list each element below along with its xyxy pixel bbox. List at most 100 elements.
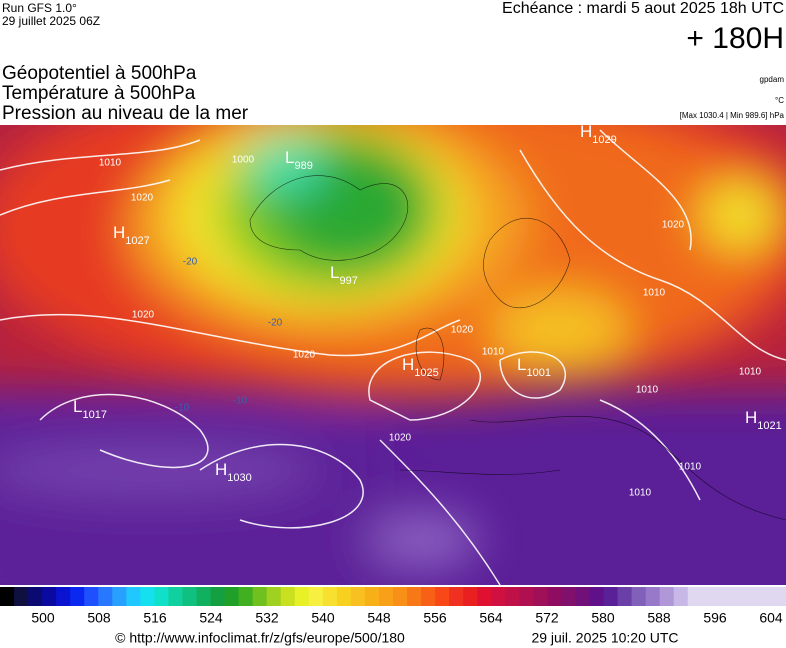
- colorbar-swatch: [0, 587, 15, 606]
- title: Pression au niveau de la mer: [2, 103, 249, 124]
- temperature-label: -20: [183, 257, 198, 268]
- colorbar-swatch: [280, 587, 296, 606]
- temperature-label: -10: [175, 403, 190, 414]
- colorbar-swatch: [575, 587, 590, 606]
- echeance: Echéance : mardi 5 aout 2025 18h UTC: [502, 0, 784, 17]
- colorbar-swatch: [701, 587, 717, 606]
- colorbar-swatch: [210, 587, 226, 606]
- center-value: 989: [294, 160, 312, 172]
- center-value: 1025: [414, 367, 438, 379]
- colorbar-swatch: [98, 587, 113, 606]
- colorbar-label: 500: [31, 610, 55, 626]
- colorbar-swatch: [112, 587, 127, 606]
- isobar-label: 1000: [232, 155, 255, 166]
- temperature-label: -10: [233, 396, 248, 407]
- center-value: 997: [339, 275, 357, 287]
- colorbar-label: 532: [255, 610, 279, 626]
- colorbar-swatch: [56, 587, 71, 606]
- colorbar-label: 572: [535, 610, 559, 626]
- timestamp: 29 juil. 2025 10:20 UTC: [531, 630, 678, 646]
- isobar-label: 1010: [643, 288, 666, 299]
- colorbar-swatch: [168, 587, 183, 606]
- colorbar-swatch: [519, 587, 534, 606]
- colorbar-label: 556: [423, 610, 447, 626]
- colorbar-swatch: [673, 587, 689, 606]
- colorbar-swatch: [322, 587, 338, 606]
- colorbar-swatch: [505, 587, 520, 606]
- colorbar-swatch: [266, 587, 282, 606]
- colorbar-swatch: [407, 587, 422, 606]
- center-type: L: [285, 148, 294, 167]
- colorbar-swatch: [336, 587, 352, 606]
- isobar-label: 1020: [132, 310, 155, 321]
- pressure-range: [Max 1030.4 | Min 989.6] hPa: [680, 111, 785, 120]
- colorbar-swatch: [603, 587, 619, 606]
- center-type: H: [745, 408, 757, 427]
- run: Run GFS 1.0°: [2, 1, 77, 15]
- colorbar-swatch: [659, 587, 675, 606]
- center-value: 1021: [757, 420, 781, 432]
- lead-time: + 180H: [686, 22, 784, 55]
- colorbar-label: 604: [759, 610, 783, 626]
- units: gpdam: [760, 75, 785, 84]
- colorbar-swatch: [14, 587, 29, 606]
- center-value: 1029: [592, 134, 616, 146]
- center-type: L: [517, 355, 526, 374]
- pressure-center: L1017: [73, 397, 107, 421]
- pressure-center: L997: [330, 263, 358, 287]
- colorbar-swatch: [533, 587, 548, 606]
- pressure-center: H1030: [215, 460, 252, 484]
- colorbar-swatch: [449, 587, 464, 606]
- colorbar-swatch: [491, 587, 506, 606]
- pressure-center: H1021: [745, 408, 782, 432]
- center-type: H: [113, 223, 125, 242]
- colorbar-swatch: [617, 587, 633, 606]
- colorbar-swatch: [350, 587, 366, 606]
- temperature-label: -20: [268, 318, 283, 329]
- colorbar-swatch: [435, 587, 450, 606]
- colorbar-swatch: [252, 587, 268, 606]
- colorbar-label: 564: [479, 610, 503, 626]
- colorbar-swatch: [561, 587, 576, 606]
- colorbar-label: 540: [311, 610, 335, 626]
- colorbar-swatch: [238, 587, 254, 606]
- center-type: H: [215, 460, 227, 479]
- center-value: 1027: [125, 235, 149, 247]
- pressure-center: H1029: [580, 122, 617, 146]
- pressure-center: H1025: [402, 355, 439, 379]
- colorbar-swatch: [687, 587, 703, 606]
- colorbar-swatch: [715, 587, 731, 606]
- colorbar-swatch: [294, 587, 310, 606]
- map: [0, 125, 786, 585]
- colorbar-swatch: [463, 587, 478, 606]
- run-date: 29 juillet 2025 06Z: [2, 14, 100, 28]
- colorbar-swatch: [126, 587, 141, 606]
- colorbar-swatch: [378, 587, 394, 606]
- colorbar-swatch: [28, 587, 43, 606]
- colorbar-swatch: [308, 587, 324, 606]
- colorbar-label: 508: [87, 610, 111, 626]
- colorbar-label: 524: [199, 610, 223, 626]
- colorbar-swatch: [393, 587, 408, 606]
- colorbar-swatch: [70, 587, 85, 606]
- colorbar-swatch: [729, 587, 745, 606]
- source-url: © http://www.infoclimat.fr/z/gfs/europe/…: [115, 630, 405, 646]
- colorbar-swatch: [182, 587, 197, 606]
- center-type: L: [73, 397, 82, 416]
- center-type: L: [330, 263, 339, 282]
- colorbar: 500 508 516 524 532 540 548 556 564 572 580 588 596 6…: [0, 587, 786, 626]
- colorbar-swatch: [645, 587, 661, 606]
- center-value: 1017: [82, 409, 106, 421]
- colorbar-swatch: [154, 587, 169, 606]
- colorbar-swatch: [589, 587, 605, 606]
- colorbar-swatch: [771, 587, 786, 606]
- pressure-center: L989: [285, 148, 313, 172]
- colorbar-label: 516: [143, 610, 167, 626]
- colorbar-swatch: [743, 587, 759, 606]
- colorbar-swatch: [421, 587, 436, 606]
- isobar-label: 1010: [99, 158, 122, 169]
- isobar-label: 1020: [293, 350, 316, 361]
- center-type: H: [402, 355, 414, 374]
- isobar-label: 1020: [662, 220, 685, 231]
- center-value: 1001: [526, 367, 550, 379]
